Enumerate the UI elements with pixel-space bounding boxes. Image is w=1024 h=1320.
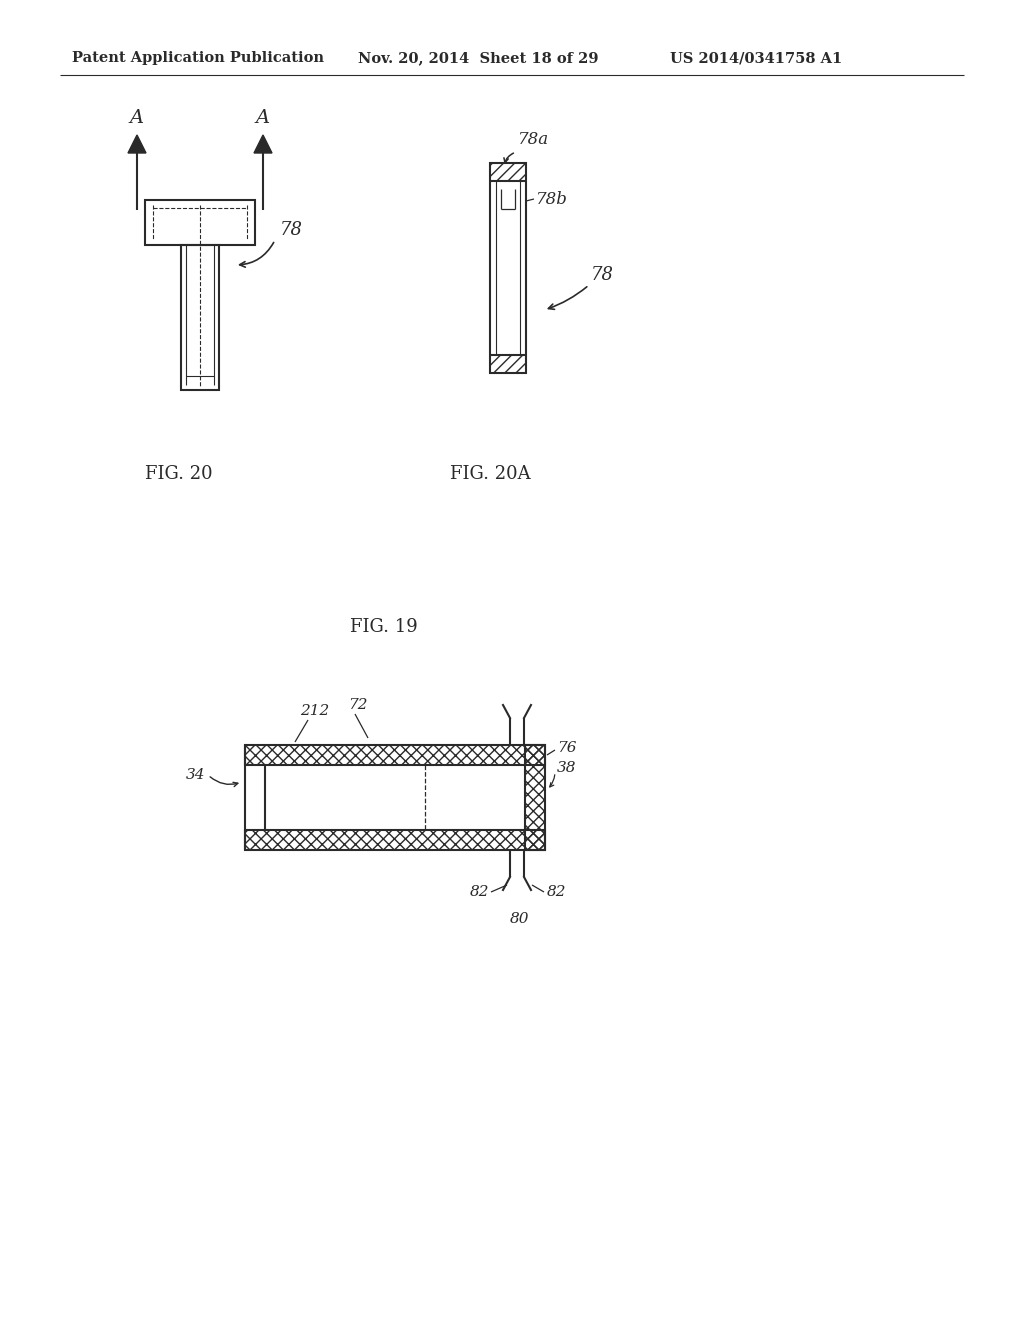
Text: 78: 78 [591,267,614,284]
Text: Nov. 20, 2014  Sheet 18 of 29: Nov. 20, 2014 Sheet 18 of 29 [358,51,598,65]
Bar [145,201,255,246]
Text: 212: 212 [300,704,330,718]
Text: FIG. 19: FIG. 19 [350,618,418,636]
FancyArrowPatch shape [210,776,238,787]
FancyArrowPatch shape [550,775,555,787]
Text: Patent Application Publication: Patent Application Publication [72,51,324,65]
Text: 78b: 78b [536,190,568,207]
Text: FIG. 20A: FIG. 20A [450,465,530,483]
Text: US 2014/0341758 A1: US 2014/0341758 A1 [670,51,843,65]
Text: 78: 78 [280,220,303,239]
Text: 34: 34 [185,768,205,781]
Polygon shape [128,135,146,153]
Text: 72: 72 [348,698,368,711]
Text: FIG. 20: FIG. 20 [145,465,213,483]
Text: 38: 38 [557,762,577,775]
Text: 82: 82 [469,884,489,899]
FancyArrowPatch shape [549,286,587,309]
Bar [490,355,526,374]
Bar [181,246,219,389]
Text: 76: 76 [557,741,577,755]
Text: 78a: 78a [518,131,549,148]
Bar [245,744,545,766]
Bar [525,744,545,850]
FancyArrowPatch shape [504,153,513,162]
Text: A: A [130,110,144,127]
Bar [245,830,545,850]
Text: 80: 80 [510,912,529,927]
Bar [490,162,526,374]
FancyArrowPatch shape [240,243,273,267]
Text: 82: 82 [547,884,566,899]
Bar [490,162,526,181]
Text: A: A [256,110,270,127]
Polygon shape [254,135,272,153]
